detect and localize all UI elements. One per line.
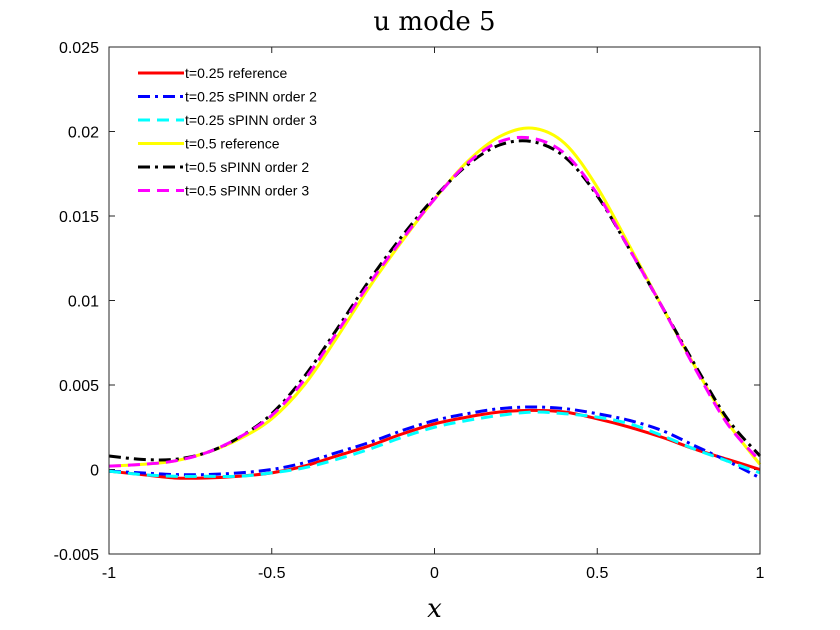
y-tick-label: 0.015 — [59, 209, 99, 226]
chart-title: u mode 5 — [373, 7, 495, 37]
y-tick-label: 0.025 — [59, 40, 99, 57]
series-line-3 — [108, 410, 761, 479]
x-tick-label: 1 — [756, 565, 765, 582]
legend-label-6: t=0.5 sPINN order 3 — [185, 183, 309, 199]
x-tick-label: -1 — [102, 565, 116, 582]
legend-label-1: t=0.25 reference — [185, 65, 288, 81]
x-tick-label: 0.5 — [586, 565, 608, 582]
plot-frame — [108, 46, 761, 555]
y-tick-label: 0 — [90, 463, 99, 480]
series-line-2 — [108, 405, 761, 480]
y-tick-label: 0.01 — [68, 294, 99, 311]
series-lines — [108, 126, 762, 480]
y-tick-label: -0.005 — [54, 547, 99, 564]
series-line-1 — [108, 408, 761, 480]
legend-label-4: t=0.5 reference — [185, 136, 280, 152]
x-tick-label: -0.5 — [258, 565, 286, 582]
x-axis-ticks: -1 -0.5 0 0.5 1 — [102, 47, 765, 582]
legend: t=0.25 reference t=0.25 sPINN order 2 t=0.… — [138, 65, 317, 199]
legend-label-3: t=0.25 sPINN order 3 — [185, 112, 317, 128]
x-tick-label: 0 — [430, 565, 439, 582]
plot-area — [109, 47, 760, 554]
x-axis-label: x — [427, 594, 442, 624]
y-tick-label: 0.02 — [68, 125, 99, 142]
series-line-5 — [108, 139, 762, 462]
y-tick-label: 0.005 — [59, 378, 99, 395]
legend-label-5: t=0.5 sPINN order 2 — [185, 159, 309, 175]
legend-label-2: t=0.25 sPINN order 2 — [185, 89, 317, 105]
